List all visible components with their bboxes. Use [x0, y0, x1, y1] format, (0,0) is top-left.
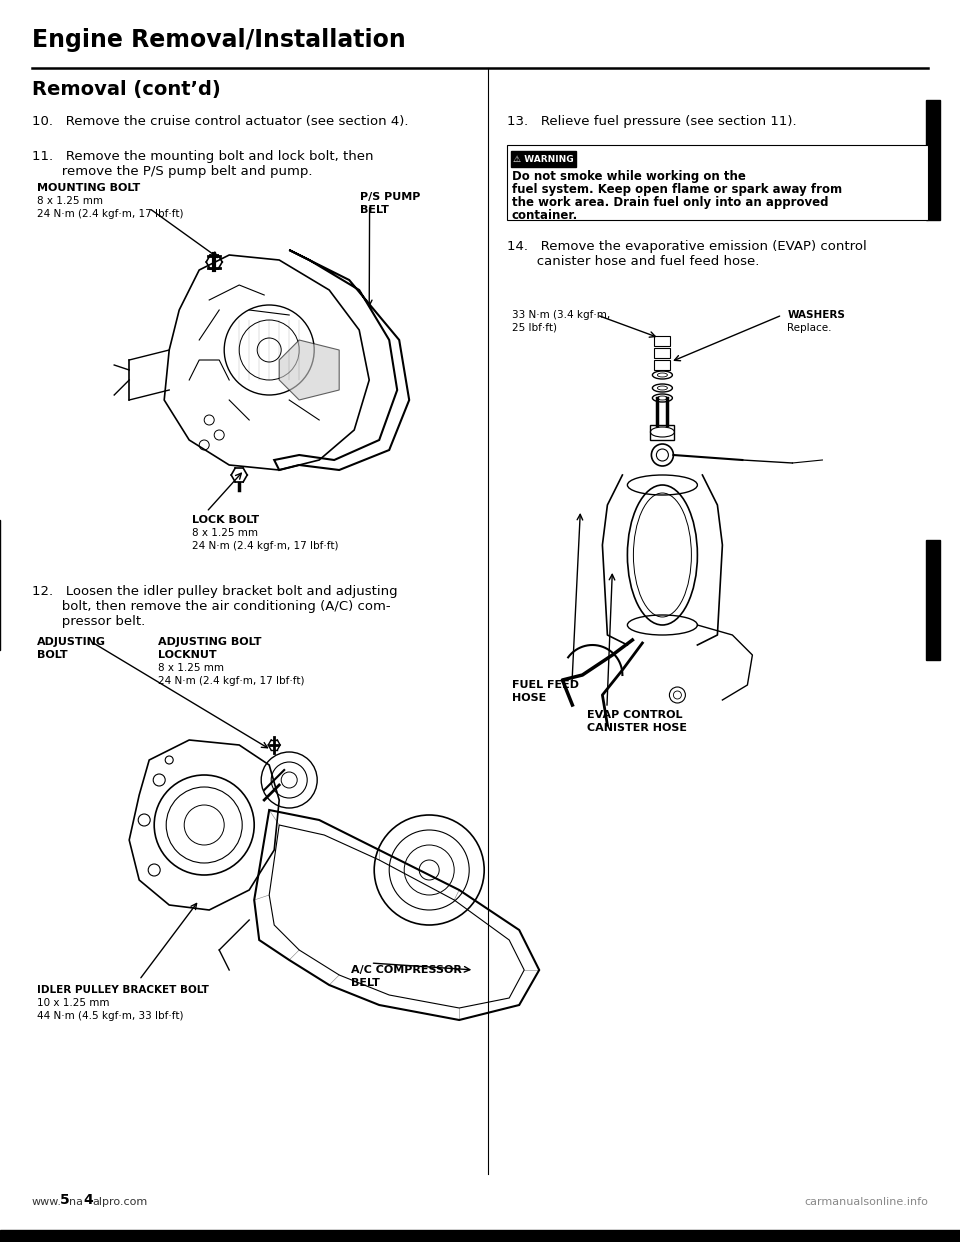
Text: 10.   Remove the cruise control actuator (see section 4).: 10. Remove the cruise control actuator (… [32, 116, 408, 128]
Text: fuel system. Keep open flame or spark away from: fuel system. Keep open flame or spark aw… [512, 183, 842, 196]
Text: FUEL FEED: FUEL FEED [512, 681, 579, 691]
Text: 24 N·m (2.4 kgf·m, 17 lbf·ft): 24 N·m (2.4 kgf·m, 17 lbf·ft) [192, 542, 339, 551]
Text: na: na [69, 1197, 83, 1207]
Text: LOCKNUT: LOCKNUT [158, 650, 217, 660]
Text: 25 lbf·ft): 25 lbf·ft) [512, 323, 557, 333]
Text: remove the P/S pump belt and pump.: remove the P/S pump belt and pump. [32, 165, 312, 178]
Bar [651, 425, 674, 440]
Text: Engine Removal/Installation: Engine Removal/Installation [32, 29, 405, 52]
Bar [655, 348, 670, 358]
Text: MOUNTING BOLT: MOUNTING BOLT [36, 183, 140, 193]
Text: BELT: BELT [360, 205, 389, 215]
Text: EVAP CONTROL: EVAP CONTROL [587, 710, 683, 720]
Text: carmanualsonline.info: carmanualsonline.info [804, 1197, 928, 1207]
Text: bolt, then remove the air conditioning (A/C) com-: bolt, then remove the air conditioning (… [32, 600, 391, 614]
Text: pressor belt.: pressor belt. [32, 615, 145, 628]
Text: ⚠ WARNING: ⚠ WARNING [513, 154, 574, 164]
Polygon shape [279, 340, 339, 400]
Text: BOLT: BOLT [36, 650, 67, 660]
Text: P/S PUMP: P/S PUMP [360, 193, 420, 202]
Text: Removal (cont’d): Removal (cont’d) [32, 79, 221, 99]
Text: 24 N·m (2.4 kgf·m, 17 lbf·ft): 24 N·m (2.4 kgf·m, 17 lbf·ft) [36, 209, 183, 219]
Text: Do not smoke while working on the: Do not smoke while working on the [512, 170, 746, 183]
Text: 8 x 1.25 mm: 8 x 1.25 mm [36, 196, 103, 206]
Text: IDLER PULLEY BRACKET BOLT: IDLER PULLEY BRACKET BOLT [36, 985, 208, 995]
Bar [511, 152, 576, 166]
Text: A/C COMPRESSOR: A/C COMPRESSOR [350, 965, 462, 975]
Bar [655, 337, 670, 347]
Text: www.: www. [32, 1197, 61, 1207]
Text: alpro.com: alpro.com [93, 1197, 148, 1207]
Text: 4: 4 [84, 1194, 93, 1207]
Text: 44 N·m (4.5 kgf·m, 33 lbf·ft): 44 N·m (4.5 kgf·m, 33 lbf·ft) [36, 1011, 183, 1021]
Bar [926, 101, 940, 220]
Bar [655, 360, 670, 370]
Text: 5: 5 [60, 1194, 69, 1207]
Text: 24 N·m (2.4 kgf·m, 17 lbf·ft): 24 N·m (2.4 kgf·m, 17 lbf·ft) [158, 676, 305, 686]
Text: 8 x 1.25 mm: 8 x 1.25 mm [158, 663, 225, 673]
Text: 8 x 1.25 mm: 8 x 1.25 mm [192, 528, 258, 538]
Text: WASHERS: WASHERS [787, 310, 845, 320]
Text: BELT: BELT [350, 977, 379, 987]
Text: ADJUSTING BOLT: ADJUSTING BOLT [158, 637, 262, 647]
Text: 13.   Relieve fuel pressure (see section 11).: 13. Relieve fuel pressure (see section 1… [507, 116, 797, 128]
Text: CANISTER HOSE: CANISTER HOSE [587, 723, 687, 733]
Bar [0, 1230, 960, 1242]
Text: canister hose and fuel feed hose.: canister hose and fuel feed hose. [507, 255, 759, 268]
Bar [926, 540, 940, 660]
Text: the work area. Drain fuel only into an approved: the work area. Drain fuel only into an a… [512, 196, 828, 209]
Text: 10 x 1.25 mm: 10 x 1.25 mm [36, 999, 109, 1009]
Text: ADJUSTING: ADJUSTING [36, 637, 106, 647]
Text: 14.   Remove the evaporative emission (EVAP) control: 14. Remove the evaporative emission (EVA… [507, 240, 867, 253]
Text: Replace.: Replace. [787, 323, 831, 333]
Bar [507, 145, 928, 220]
Text: 33 N·m (3.4 kgf·m,: 33 N·m (3.4 kgf·m, [512, 310, 611, 320]
Text: 11.   Remove the mounting bolt and lock bolt, then: 11. Remove the mounting bolt and lock bo… [32, 150, 373, 163]
Text: LOCK BOLT: LOCK BOLT [192, 515, 259, 525]
Text: HOSE: HOSE [512, 693, 546, 703]
Text: 12.   Loosen the idler pulley bracket bolt and adjusting: 12. Loosen the idler pulley bracket bolt… [32, 585, 397, 597]
Text: container.: container. [512, 209, 578, 222]
